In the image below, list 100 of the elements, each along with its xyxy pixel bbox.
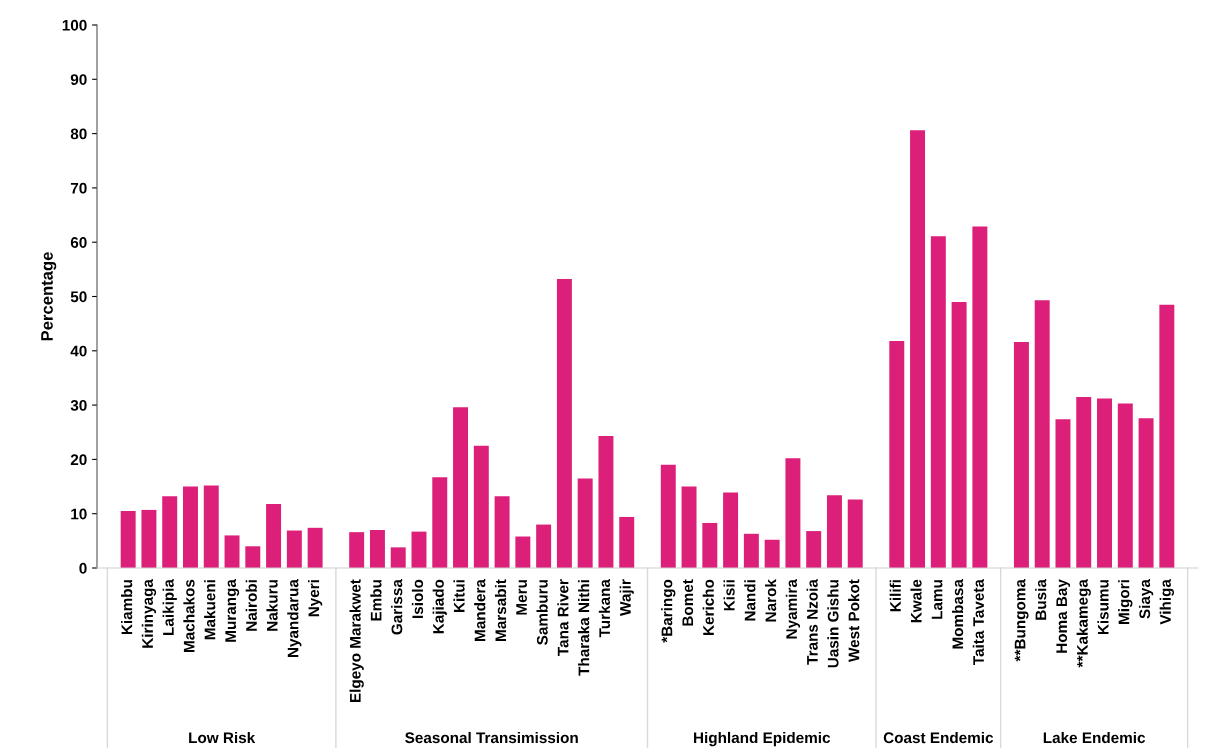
bar (889, 341, 905, 568)
x-tick-label: Lamu (931, 580, 943, 619)
bar (972, 226, 988, 568)
bar (1034, 300, 1050, 568)
bar (183, 486, 198, 568)
x-tick-label: Kisii (723, 580, 735, 611)
x-tick-label: Samburu (536, 580, 548, 645)
x-tick-label: Mandera (474, 579, 486, 641)
x-tick-label: Siaya (1138, 579, 1154, 619)
x-tick-label: Isiolo (411, 579, 424, 618)
x-tick-label: Kiambu (121, 580, 133, 635)
bar (162, 496, 178, 568)
x-tick-label: Muranga (225, 579, 240, 642)
bar (785, 458, 801, 568)
bar (702, 522, 718, 568)
y-tick-label: 40 (70, 345, 87, 357)
x-tick-label: Kajiado (432, 579, 447, 634)
bar (743, 533, 759, 568)
x-tick-label: Narok (765, 579, 777, 622)
x-tick-label: Migori (1118, 580, 1133, 624)
bar (951, 301, 967, 568)
x-tick-label: Homa Bay (1056, 579, 1071, 653)
bar (806, 531, 822, 568)
text: Seasonal Transimission (405, 731, 578, 744)
text: Highland Epidemic (694, 731, 831, 747)
bar (681, 486, 697, 568)
x-tick-label: Nairobi (245, 580, 257, 631)
x-tick-label: Kitui (453, 580, 465, 613)
x-tick-label: **Kakamega (1076, 579, 1091, 668)
y-tick-label: 0 (79, 562, 87, 574)
bar (224, 535, 240, 568)
x-tick-label: Turkana (598, 579, 611, 638)
y-tick-label: 20 (70, 454, 87, 466)
bar (432, 477, 448, 568)
bar (494, 496, 510, 568)
bar (1013, 342, 1029, 568)
x-tick-label: Tana River (557, 579, 569, 656)
y-tick-label: 10 (71, 508, 87, 520)
x-tick-label: Busia (1035, 579, 1047, 620)
x-tick-label: *Baringo (661, 579, 676, 643)
bar (556, 279, 572, 568)
bar (1117, 403, 1133, 568)
x-tick-label: Kisumu (1097, 580, 1109, 635)
bar (1138, 418, 1154, 568)
bar (930, 236, 946, 568)
x-tick-label: Makueni (204, 580, 216, 640)
bar (245, 546, 261, 568)
x-tick-label: Bomet (682, 579, 694, 626)
bar (764, 539, 780, 568)
x-tick-label: Meru (516, 580, 527, 615)
bar (120, 510, 136, 568)
x-tick-label: Nakuru (266, 580, 278, 631)
bar (1097, 398, 1112, 568)
bar (453, 407, 469, 568)
bar (390, 547, 406, 568)
y-tick-label: 70 (70, 182, 87, 194)
x-tick-label: **Bungoma (1014, 579, 1029, 662)
x-tick-label: Embu (370, 580, 382, 621)
bar (619, 516, 635, 568)
bar (826, 495, 842, 568)
bar (141, 509, 157, 568)
x-tick-label: Nyeri (308, 580, 323, 617)
y-tick-label: 50 (70, 291, 87, 303)
bar (266, 503, 282, 568)
x-tick-label: Marsabit (494, 579, 507, 641)
x-tick-label: Kwale (910, 579, 922, 623)
bar (660, 464, 676, 568)
bar (723, 492, 739, 568)
bar (203, 485, 219, 568)
x-tick-label: Wajir (619, 579, 634, 616)
y-tick-label: 90 (70, 74, 87, 85)
x-tick-label: Nyandarua (287, 579, 302, 658)
text: Lake Endemic (1043, 731, 1146, 744)
x-tick-label: Kericho (702, 579, 714, 635)
bar (577, 478, 593, 568)
text: Low Risk (189, 731, 256, 744)
bar (411, 531, 427, 568)
x-tick-label: Nyamira (785, 579, 801, 639)
bar (286, 530, 302, 568)
bar (349, 532, 365, 568)
x-tick-label: Garissa (391, 579, 403, 635)
bar (1159, 304, 1175, 568)
bar (307, 527, 323, 568)
bar (847, 499, 863, 568)
y-tick-label: 80 (70, 128, 87, 140)
bar (598, 436, 614, 568)
y-axis-title: Percentage (41, 252, 57, 341)
y-tick-label: 30 (70, 399, 87, 411)
x-tick-label: West Pokot (848, 579, 860, 663)
bar (910, 130, 926, 568)
x-tick-label: Laikipia (162, 579, 177, 635)
bar (1076, 396, 1092, 568)
x-tick-label: Machakos (183, 579, 195, 652)
bar (515, 536, 531, 568)
x-tick-label: Elgeyo Marakwet (349, 579, 364, 703)
x-tick-label: Trans Nzoia (806, 579, 818, 665)
x-tick-label: Nandi (744, 580, 756, 621)
bar (1055, 419, 1071, 568)
y-tick-label: 60 (70, 237, 87, 248)
bar (536, 524, 552, 568)
